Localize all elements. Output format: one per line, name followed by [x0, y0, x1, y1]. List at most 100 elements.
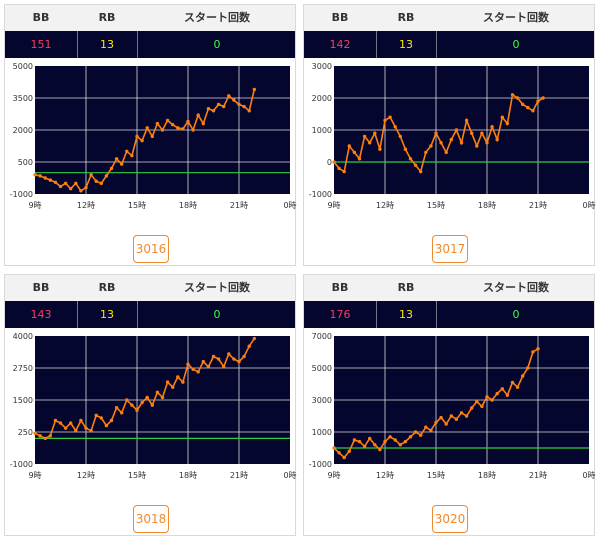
data-point	[413, 163, 418, 167]
data-point	[368, 436, 372, 441]
x-tick-label: 0時	[582, 201, 595, 210]
y-tick-label: 0	[327, 158, 332, 167]
x-tick-label: 15時	[128, 471, 146, 480]
payout-chart: 7000 5000 3000 1000 -1000 9時 12時 15時 18時 21時 0時	[309, 332, 596, 480]
bb-header: BB	[331, 11, 349, 24]
data-point	[383, 439, 387, 444]
data-point	[216, 102, 221, 107]
start-count-header: スタート回数	[483, 281, 549, 294]
data-point	[454, 417, 459, 421]
data-point	[135, 134, 139, 139]
data-point	[69, 421, 73, 425]
x-tick-label: 12時	[376, 201, 394, 210]
machine-button-3020[interactable]: 3020	[432, 505, 468, 533]
data-point	[222, 104, 226, 109]
data-point	[521, 102, 525, 107]
data-point	[424, 425, 428, 429]
y-tick-label: 250	[18, 428, 33, 437]
machine-button-3017[interactable]: 3017	[432, 235, 468, 263]
x-tick-label: 12時	[77, 201, 95, 210]
x-tick-label: 18時	[478, 471, 496, 480]
data-point	[347, 449, 351, 453]
data-point	[79, 418, 83, 423]
data-point	[150, 403, 154, 407]
data-point	[388, 115, 392, 119]
data-point	[536, 347, 540, 351]
data-point	[378, 447, 382, 452]
data-point	[196, 370, 200, 374]
data-point	[449, 414, 453, 418]
data-point	[191, 367, 195, 371]
data-point	[196, 113, 200, 117]
data-point	[429, 428, 433, 433]
data-point	[408, 435, 413, 439]
data-point	[247, 109, 251, 113]
rb-value: 13	[399, 38, 413, 51]
data-point	[459, 411, 464, 415]
data-point	[130, 153, 134, 158]
data-point	[439, 141, 443, 145]
stats-header: BB RB スタート回数	[5, 5, 295, 32]
data-point	[237, 359, 241, 364]
machine-button-3018[interactable]: 3018	[133, 505, 169, 533]
data-point	[232, 98, 236, 102]
data-point	[227, 94, 231, 98]
data-point	[388, 435, 392, 439]
data-point	[53, 180, 58, 184]
rb-value: 13	[100, 38, 114, 51]
x-tick-label: 18時	[478, 201, 496, 210]
x-tick-label: 21時	[230, 201, 248, 210]
data-point	[109, 418, 114, 423]
stats-values: 151 13 0	[5, 31, 295, 58]
data-point	[211, 109, 216, 113]
data-point	[33, 431, 37, 435]
data-point	[176, 375, 180, 379]
data-point	[237, 102, 241, 107]
bb-header: BB	[32, 11, 50, 24]
x-tick-label: 18時	[179, 471, 197, 480]
data-point	[490, 125, 494, 129]
machine-button-3016[interactable]: 3016	[133, 235, 169, 263]
x-tick-label: 15時	[128, 201, 146, 210]
bb-value: 142	[329, 38, 351, 51]
x-tick-label: 15時	[427, 471, 445, 480]
data-point	[84, 185, 88, 190]
data-point	[337, 451, 341, 455]
y-tick-label: 4000	[13, 332, 33, 341]
bb-value: 151	[30, 38, 52, 51]
data-point	[515, 385, 520, 389]
data-point	[165, 380, 170, 384]
data-point	[58, 184, 63, 189]
data-point	[99, 416, 104, 420]
y-tick-label: 1000	[312, 428, 332, 437]
data-point	[135, 408, 139, 412]
x-tick-label: 21時	[230, 471, 248, 480]
data-point	[531, 109, 535, 113]
x-tick-label: 9時	[327, 201, 340, 210]
data-point	[419, 169, 423, 174]
data-point	[89, 429, 93, 433]
bb-value: 143	[30, 308, 52, 321]
data-point	[171, 122, 175, 127]
data-point	[201, 121, 205, 126]
data-point	[337, 166, 341, 171]
data-point	[53, 418, 58, 423]
data-point	[69, 186, 73, 191]
bb-header: BB	[32, 281, 50, 294]
data-point	[475, 144, 479, 148]
data-point	[357, 157, 362, 161]
data-point	[104, 174, 109, 178]
data-point	[475, 399, 479, 404]
data-point	[43, 176, 47, 180]
data-point	[48, 434, 52, 438]
data-point	[464, 414, 469, 418]
data-point	[459, 141, 464, 145]
data-point	[383, 118, 387, 123]
data-point	[429, 144, 433, 148]
data-point	[515, 96, 520, 100]
data-point	[94, 179, 98, 183]
start-count-value: 0	[213, 38, 221, 51]
data-point	[145, 395, 149, 400]
data-point	[242, 354, 246, 359]
data-point	[403, 439, 408, 444]
